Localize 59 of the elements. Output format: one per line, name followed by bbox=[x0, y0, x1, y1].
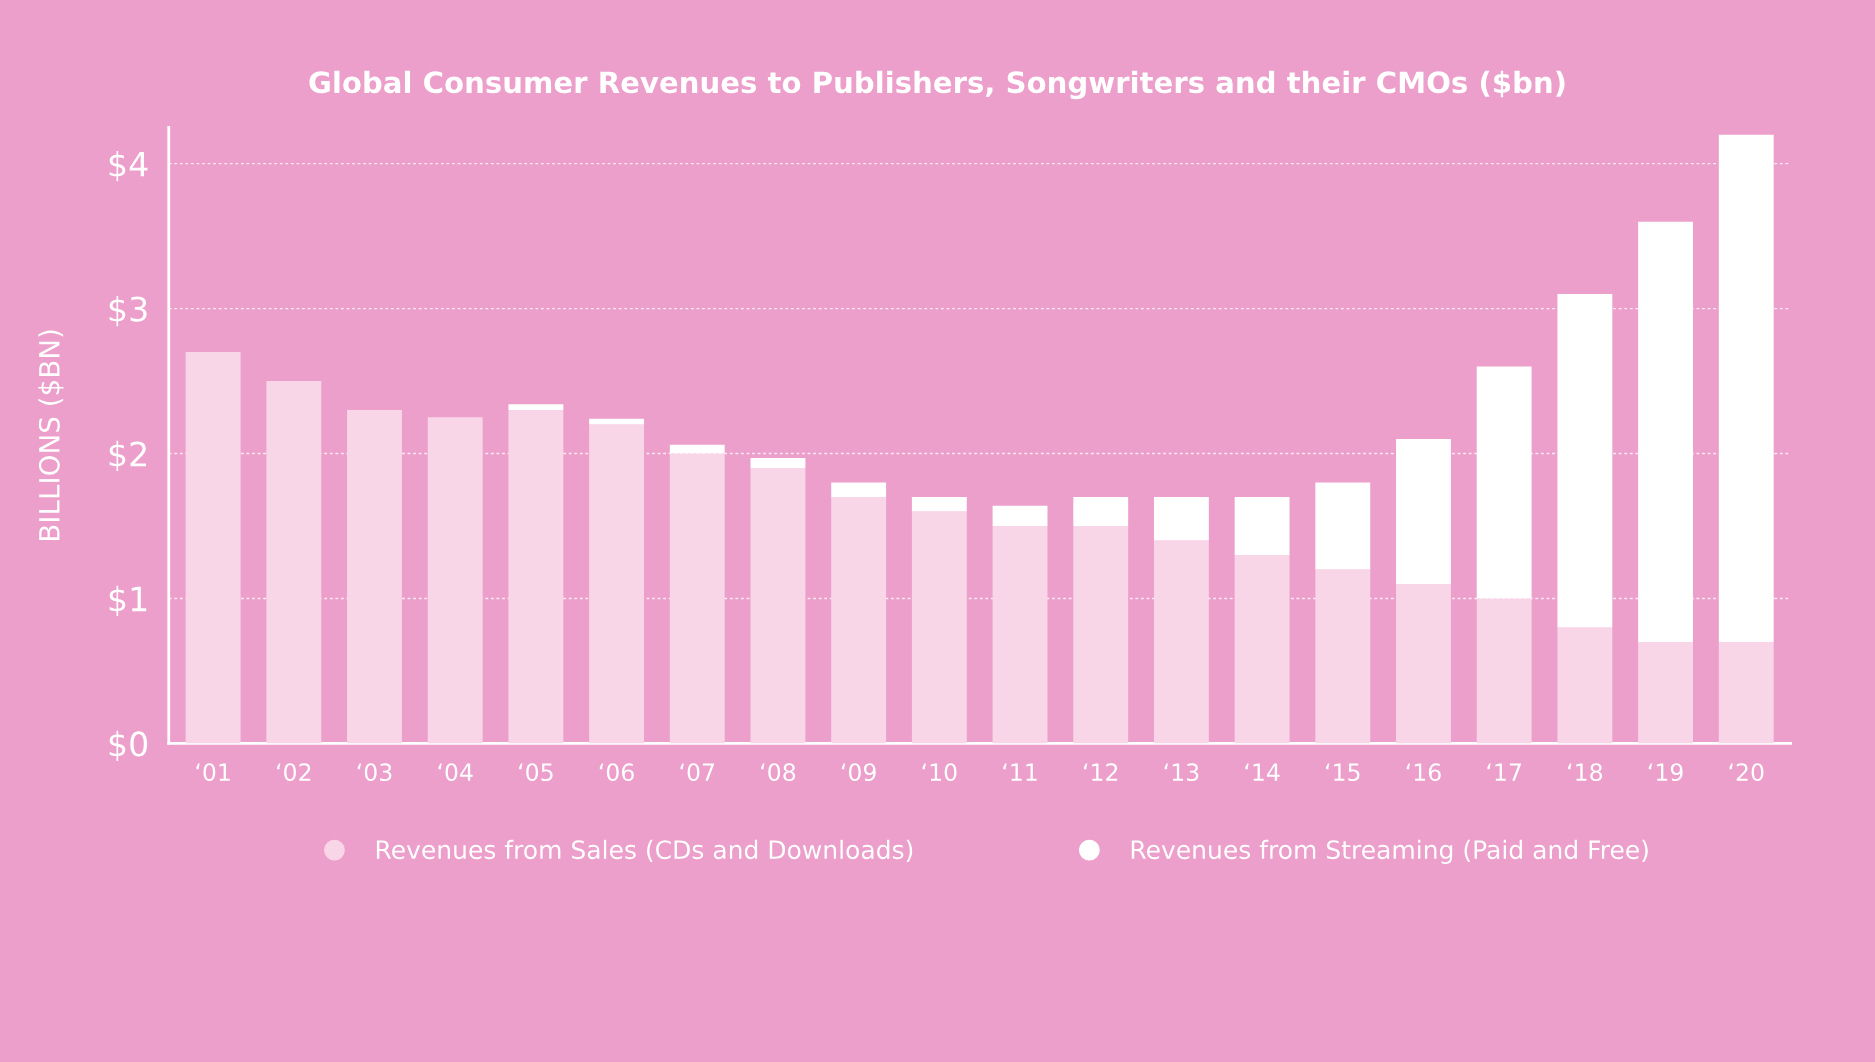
y-tick-label: $2 bbox=[109, 440, 146, 472]
bar bbox=[1557, 627, 1613, 744]
chart-title: Global Consumer Revenues to Publishers, Songwriters and their CMOs ($bn) bbox=[309, 70, 1565, 100]
x-tick-label: ‘03 bbox=[357, 763, 392, 782]
bar bbox=[1073, 497, 1129, 526]
x-tick-label: ‘17 bbox=[1487, 763, 1521, 781]
x-tick-label: ‘09 bbox=[841, 763, 876, 782]
bar bbox=[1153, 497, 1209, 541]
bar bbox=[347, 410, 402, 744]
bar bbox=[669, 453, 725, 744]
bar bbox=[911, 511, 967, 744]
y-tick-label: $3 bbox=[109, 295, 147, 327]
x-tick-label: ‘18 bbox=[1568, 763, 1603, 782]
bar bbox=[589, 418, 645, 425]
bar bbox=[508, 404, 564, 411]
x-tick-label: ‘13 bbox=[1164, 763, 1199, 782]
bar bbox=[266, 381, 322, 744]
x-tick-label: ‘15 bbox=[1326, 763, 1360, 782]
bar bbox=[185, 352, 241, 744]
x-tick-label: ‘07 bbox=[680, 763, 715, 782]
bar bbox=[508, 410, 564, 744]
bar bbox=[1153, 540, 1209, 744]
y-tick-label: $0 bbox=[109, 730, 148, 761]
bar bbox=[427, 417, 483, 744]
legend-label: Revenues from Streaming (Paid and Free) bbox=[1131, 839, 1648, 865]
bar bbox=[1315, 569, 1371, 744]
bar bbox=[992, 526, 1048, 744]
bar bbox=[1476, 598, 1532, 744]
x-tick-label: ‘12 bbox=[1083, 763, 1118, 781]
x-tick-label: ‘06 bbox=[599, 763, 634, 782]
bar bbox=[1234, 554, 1290, 744]
bar bbox=[831, 497, 887, 744]
bar bbox=[1234, 497, 1290, 555]
bar bbox=[1718, 641, 1774, 744]
bar bbox=[750, 457, 806, 469]
x-tick-label: ‘16 bbox=[1406, 763, 1441, 782]
x-tick-label: ‘08 bbox=[761, 763, 796, 782]
bar bbox=[831, 482, 887, 498]
legend-label: Revenues from Sales (CDs and Downloads) bbox=[376, 839, 913, 863]
x-tick-label: ‘04 bbox=[438, 763, 473, 782]
x-tick-label: ‘14 bbox=[1245, 763, 1280, 781]
x-tick-label: ‘01 bbox=[196, 763, 230, 782]
x-tick-label: ‘11 bbox=[1003, 763, 1037, 781]
y-axis-title: BILLIONS ($BN) bbox=[38, 330, 64, 541]
bar bbox=[1396, 583, 1451, 744]
x-tick-label: ‘10 bbox=[922, 763, 957, 782]
bar bbox=[992, 505, 1048, 526]
x-tick-label: ‘02 bbox=[277, 763, 311, 782]
bar bbox=[1638, 641, 1693, 744]
x-tick-label: ‘20 bbox=[1729, 763, 1764, 782]
x-tick-label: ‘19 bbox=[1648, 763, 1683, 782]
bar bbox=[1073, 526, 1129, 744]
bar bbox=[911, 497, 967, 512]
y-tick-label: $4 bbox=[109, 151, 148, 182]
x-tick-label: ‘05 bbox=[519, 763, 553, 782]
bar bbox=[589, 424, 645, 744]
bar bbox=[1315, 482, 1371, 570]
bar bbox=[750, 468, 806, 744]
y-tick-label: $1 bbox=[109, 585, 147, 617]
